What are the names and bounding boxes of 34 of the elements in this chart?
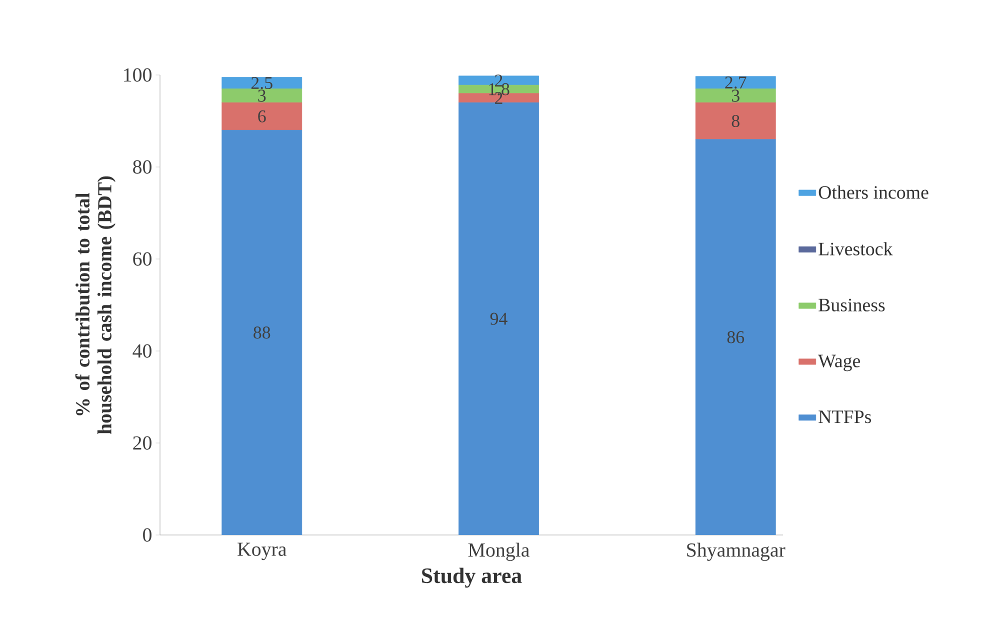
- legend-label: NTFPs: [818, 410, 872, 424]
- x-tick-label: Shyamnagar: [687, 542, 786, 561]
- legend-label: Livestock: [818, 242, 893, 256]
- x-tick-label: Mongla: [468, 542, 530, 561]
- data-label: 3: [732, 90, 740, 102]
- legend-label: Business: [818, 298, 885, 312]
- data-label: 88: [254, 326, 270, 339]
- legend-label: Others income: [818, 185, 928, 199]
- bar: [695, 102, 776, 140]
- bar: [458, 102, 539, 535]
- y-tick-label: 40: [132, 344, 152, 358]
- data-label: 2.7: [725, 76, 746, 89]
- bar: [222, 88, 302, 103]
- data-label: 86: [727, 331, 744, 344]
- data-label: 8: [732, 114, 740, 128]
- data-label: 3: [258, 90, 266, 102]
- bar: [695, 88, 776, 103]
- y-tick-label: 20: [133, 436, 152, 450]
- y-tick-label: 80: [133, 160, 152, 174]
- bar: [695, 139, 776, 535]
- data-label: 2.5: [251, 76, 272, 90]
- bar: [222, 77, 302, 89]
- data-label: 6: [258, 110, 266, 122]
- y-tick-label: 0: [143, 528, 152, 542]
- bar: [222, 102, 302, 130]
- bar: [695, 76, 776, 89]
- y-axis-title: % of contribution to total household cash income (BDT): [75, 176, 116, 434]
- bar: [222, 130, 302, 535]
- x-axis-title: Study area: [422, 568, 522, 588]
- y-tick-label: 100: [124, 68, 152, 82]
- data-label: 94: [490, 312, 508, 325]
- legend-label: Wage: [818, 354, 860, 372]
- x-tick-label: Koyra: [238, 542, 286, 560]
- y-tick-label: 60: [133, 252, 152, 266]
